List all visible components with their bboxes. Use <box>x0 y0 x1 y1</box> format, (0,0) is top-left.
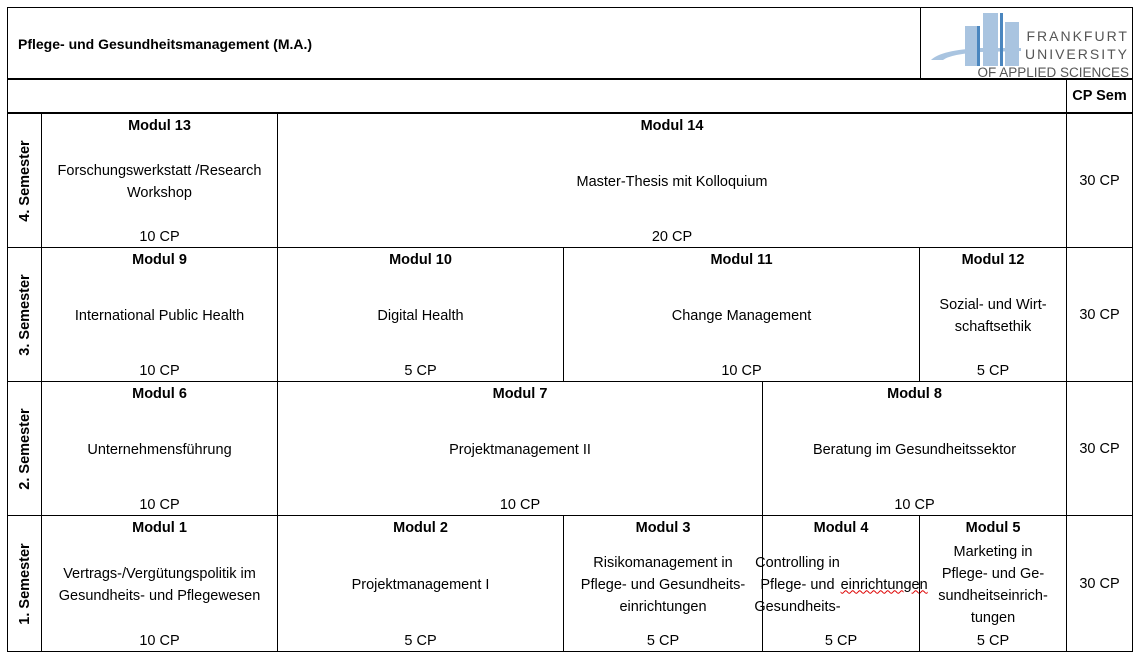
module-cp: 10 CP <box>139 497 180 513</box>
spellcheck-underline: einrichtungen <box>840 576 928 593</box>
module-cp: 5 CP <box>824 633 858 649</box>
module-cell: Modul 14 Master-Thesis mit Kolloquium 20 C… <box>277 113 1067 248</box>
module-cp: 10 CP <box>894 497 935 513</box>
semester-label: 4. Semester <box>16 139 33 222</box>
semester-cp: 30 CP <box>1079 306 1120 323</box>
module-number: Modul 1 <box>132 520 187 536</box>
module-number: Modul 6 <box>132 386 187 402</box>
semester-label-cell: 3. Semester <box>7 247 42 382</box>
module-cp: 10 CP <box>139 633 180 649</box>
semester-cp: 30 CP <box>1079 575 1120 592</box>
module-description: Projektmanagement I <box>351 576 490 593</box>
module-cell: Modul 8 Beratung im Gesundheitssektor 10 C… <box>762 381 1067 516</box>
cp-sem-header: CP Sem <box>1066 79 1133 113</box>
semester-cp-cell: 30 CP <box>1066 515 1133 652</box>
module-number: Modul 4 <box>813 520 869 536</box>
module-cell: Modul 9 International Public Health 10 CP <box>41 247 278 382</box>
module-cell: Modul 1 Vertrags-/Vergütungspolitik im Ge… <box>41 515 278 652</box>
module-cell: Modul 2 Projektmanagement I 5 CP <box>277 515 564 652</box>
module-description: Marketing in Pflege- und Ge- sundheitsei… <box>938 543 1048 626</box>
module-cell: Modul 12 Sozial- und Wirt- schaftsethik 5 … <box>919 247 1067 382</box>
module-cp: 5 CP <box>976 363 1010 379</box>
module-number: Modul 7 <box>492 386 548 402</box>
title-cell: Pflege- und Gesundheitsmanagement (M.A.) <box>7 7 921 79</box>
module-number: Modul 3 <box>635 520 691 536</box>
semester-cp-cell: 30 CP <box>1066 381 1133 516</box>
module-description: Unternehmensführung <box>87 441 232 458</box>
semester-cp-cell: 30 CP <box>1066 247 1133 382</box>
module-cp: 5 CP <box>646 633 680 649</box>
module-description: Vertrags-/Vergütungspolitik im Gesundhei… <box>58 565 261 604</box>
module-description: Beratung im Gesundheitssektor <box>812 441 1017 458</box>
module-description: Change Management <box>671 307 812 324</box>
module-description: Forschungswerkstatt /Research Workshop <box>57 162 262 201</box>
svg-text:FRANKFURT: FRANKFURT <box>1026 28 1129 44</box>
module-cp: 10 CP <box>499 497 541 513</box>
module-cell: Modul 7 Projektmanagement II 10 CP <box>277 381 763 516</box>
module-cell: Modul 11 Change Management 10 CP <box>563 247 920 382</box>
svg-text:UNIVERSITY: UNIVERSITY <box>1025 46 1129 62</box>
page-title: Pflege- und Gesundheitsmanagement (M.A.) <box>18 36 313 52</box>
module-cp: 5 CP <box>404 363 437 379</box>
semester-label: 1. Semester <box>16 542 33 625</box>
module-cell: Modul 6 Unternehmensführung 10 CP <box>41 381 278 516</box>
module-cp: 5 CP <box>404 633 437 649</box>
module-cp: 10 CP <box>139 229 180 245</box>
module-description: Risikomanagement in Pflege- und Gesundhe… <box>580 554 746 615</box>
logo-cell: FRANKFURT UNIVERSITY OF APPLIED SCIENCES <box>920 7 1133 80</box>
module-description: Digital Health <box>377 307 464 324</box>
module-number: Modul 11 <box>710 252 773 268</box>
module-cell: Modul 5 Marketing in Pflege- und Ge- sund… <box>919 515 1067 652</box>
semester-cp: 30 CP <box>1079 440 1120 457</box>
module-cp: 5 CP <box>976 633 1010 649</box>
module-cell: Modul 3 Risikomanagement in Pflege- und G… <box>563 515 763 652</box>
module-cp: 20 CP <box>651 229 693 245</box>
module-cp: 10 CP <box>139 363 180 379</box>
module-description: Projektmanagement II <box>449 441 591 458</box>
module-number: Modul 12 <box>961 252 1025 268</box>
module-description: International Public Health <box>74 307 245 324</box>
module-number: Modul 14 <box>640 118 704 134</box>
university-logo: FRANKFURT UNIVERSITY OF APPLIED SCIENCES <box>931 13 1129 80</box>
semester-cp: 30 CP <box>1079 172 1120 189</box>
semester-label: 3. Semester <box>16 273 33 356</box>
module-cp: 10 CP <box>721 363 762 379</box>
cp-sem-header-label: CP Sem <box>1072 88 1127 104</box>
module-number: Modul 10 <box>389 252 452 268</box>
semester-label-cell: 4. Semester <box>7 113 42 248</box>
module-number: Modul 5 <box>965 520 1021 536</box>
header-spacer <box>7 79 1067 113</box>
module-number: Modul 8 <box>887 386 942 402</box>
module-number: Modul 9 <box>132 252 187 268</box>
module-cell: Modul 10 Digital Health 5 CP <box>277 247 564 382</box>
semester-label: 2. Semester <box>16 407 33 490</box>
semester-cp-cell: 30 CP <box>1066 113 1133 248</box>
module-description: Controlling in Pflege- und Gesundheits- … <box>754 554 928 615</box>
semester-label-cell: 2. Semester <box>7 381 42 516</box>
module-cell: Modul 13 Forschungswerkstatt /Research Wo… <box>41 113 278 248</box>
module-cell: Modul 4 Controlling in Pflege- und Gesund… <box>754 515 928 652</box>
module-number: Modul 2 <box>393 520 448 536</box>
module-description: Master-Thesis mit Kolloquium <box>576 173 768 190</box>
svg-text:OF APPLIED SCIENCES: OF APPLIED SCIENCES <box>977 65 1129 80</box>
module-number: Modul 13 <box>128 118 191 134</box>
module-description: Sozial- und Wirt- schaftsethik <box>939 296 1047 335</box>
semester-label-cell: 1. Semester <box>7 515 42 652</box>
